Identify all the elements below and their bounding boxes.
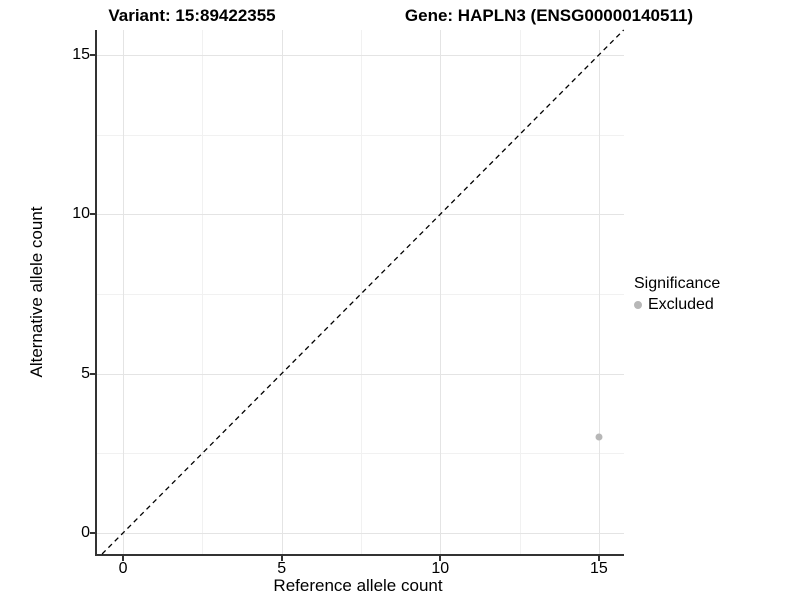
- y-tick-label: 0: [81, 523, 90, 541]
- y-tick-mark: [90, 531, 95, 534]
- y-tick-mark: [90, 213, 95, 216]
- x-tick-label: 10: [431, 560, 450, 577]
- plot-panel: [95, 29, 625, 556]
- x-tick-label: 15: [590, 560, 608, 577]
- gridline-y-major: [97, 54, 624, 56]
- x-tick-label: 0: [118, 560, 128, 577]
- gridline-y-minor: [97, 453, 624, 455]
- legend-entry-label: Excluded: [648, 296, 714, 313]
- x-tick-mark: [439, 556, 442, 561]
- x-axis-title: Reference allele count: [273, 576, 443, 595]
- gridline-x-major: [440, 30, 442, 554]
- y-tick-label: 15: [72, 45, 90, 63]
- identity-reference-line: [101, 29, 625, 555]
- x-tick-mark: [122, 556, 125, 561]
- gridline-x-minor: [519, 30, 521, 554]
- gridline-x-major: [123, 30, 125, 554]
- gridline-x-minor: [360, 30, 362, 554]
- plot-title-variant: Variant: 15:89422355: [108, 6, 276, 25]
- y-tick-label: 10: [72, 205, 90, 223]
- plot-title-gene: Gene: HAPLN3 (ENSG00000140511): [404, 6, 694, 25]
- gridline-y-minor: [97, 293, 624, 295]
- x-tick-label: 5: [277, 560, 287, 577]
- legend-entry-excluded: Excluded: [634, 296, 720, 314]
- legend: Significance Excluded: [634, 275, 720, 314]
- gridline-y-minor: [97, 134, 624, 136]
- gridline-y-major: [97, 532, 624, 534]
- legend-title: Significance: [634, 275, 721, 292]
- data-point-excluded: [595, 433, 603, 441]
- gridline-y-major: [97, 214, 624, 216]
- gridline-x-minor: [202, 30, 204, 554]
- x-tick-mark: [597, 556, 600, 561]
- y-tick-mark: [90, 372, 95, 375]
- legend-entries: Excluded: [634, 296, 720, 314]
- gridline-x-major: [281, 30, 283, 554]
- gridline-y-major: [97, 373, 624, 375]
- y-axis-title: Alternative allele count: [27, 206, 46, 378]
- x-tick-mark: [280, 556, 283, 561]
- y-tick-label: 5: [81, 364, 90, 382]
- legend-point-icon: [634, 301, 642, 309]
- y-tick-mark: [90, 53, 95, 56]
- gridline-x-major: [598, 30, 600, 554]
